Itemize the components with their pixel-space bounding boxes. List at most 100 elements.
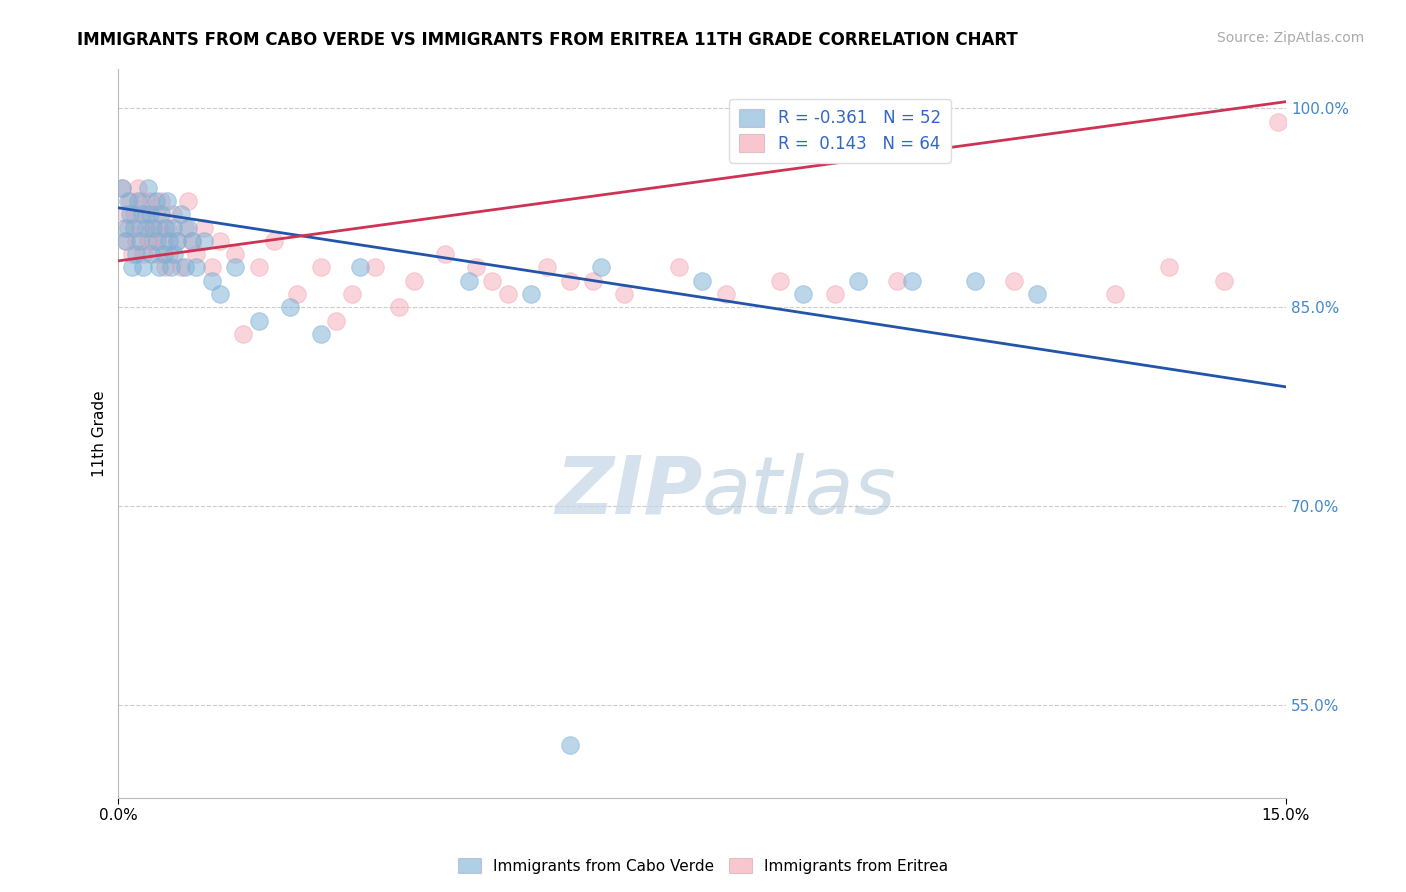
Point — [247, 260, 270, 275]
Point — [138, 194, 160, 209]
Point — [349, 260, 371, 275]
Point — [150, 207, 173, 221]
Point — [115, 207, 138, 221]
Point — [1267, 114, 1289, 128]
Point — [114, 234, 136, 248]
Point — [496, 287, 519, 301]
Text: IMMIGRANTS FROM CABO VERDE VS IMMIGRANTS FROM ERITREA 11TH GRADE CORRELATION CHA: IMMIGRANTS FROM CABO VERDE VS IMMIGRANTS… — [77, 31, 1018, 49]
Point — [886, 274, 908, 288]
Point — [117, 194, 139, 209]
Point — [127, 194, 149, 209]
Point — [124, 247, 146, 261]
Point — [714, 287, 737, 301]
Point — [157, 234, 180, 248]
Point — [173, 260, 195, 275]
Point — [111, 181, 134, 195]
Point — [613, 287, 636, 301]
Point — [201, 260, 224, 275]
Point — [146, 247, 169, 261]
Text: Source: ZipAtlas.com: Source: ZipAtlas.com — [1216, 31, 1364, 45]
Point — [434, 247, 457, 261]
Point — [132, 247, 155, 261]
Point — [129, 234, 152, 248]
Point — [901, 274, 924, 288]
Point — [170, 207, 193, 221]
Point — [340, 287, 363, 301]
Point — [668, 260, 690, 275]
Point — [138, 207, 160, 221]
Point — [177, 194, 200, 209]
Point — [166, 234, 188, 248]
Point — [963, 274, 986, 288]
Point — [135, 207, 157, 221]
Point — [846, 274, 869, 288]
Point — [170, 260, 193, 275]
Point — [142, 234, 165, 248]
Point — [145, 194, 167, 209]
Point — [224, 247, 246, 261]
Point — [122, 220, 145, 235]
Point — [589, 260, 612, 275]
Point — [131, 207, 153, 221]
Point — [156, 220, 179, 235]
Point — [120, 207, 142, 221]
Point — [145, 207, 167, 221]
Point — [124, 234, 146, 248]
Point — [162, 220, 184, 235]
Point — [181, 234, 204, 248]
Point — [150, 194, 173, 209]
Point — [457, 274, 479, 288]
Point — [1212, 274, 1234, 288]
Point — [162, 207, 184, 221]
Point — [558, 274, 581, 288]
Point — [193, 220, 215, 235]
Point — [121, 260, 143, 275]
Point — [131, 194, 153, 209]
Text: atlas: atlas — [702, 452, 897, 531]
Point — [120, 194, 142, 209]
Point — [160, 260, 183, 275]
Point — [404, 274, 426, 288]
Point — [166, 234, 188, 248]
Point — [146, 234, 169, 248]
Point — [792, 287, 814, 301]
Point — [193, 234, 215, 248]
Point — [153, 260, 176, 275]
Point — [136, 181, 159, 195]
Point — [156, 194, 179, 209]
Point — [309, 260, 332, 275]
Point — [153, 220, 176, 235]
Text: ZIP: ZIP — [555, 452, 702, 531]
Point — [127, 181, 149, 195]
Point — [114, 220, 136, 235]
Point — [152, 247, 174, 261]
Point — [1025, 287, 1047, 301]
Legend: Immigrants from Cabo Verde, Immigrants from Eritrea: Immigrants from Cabo Verde, Immigrants f… — [451, 852, 955, 880]
Point — [263, 234, 285, 248]
Point — [201, 274, 224, 288]
Point — [520, 287, 543, 301]
Point — [132, 260, 155, 275]
Point — [278, 300, 301, 314]
Point — [232, 326, 254, 341]
Point — [122, 207, 145, 221]
Point — [115, 234, 138, 248]
Point — [1002, 274, 1025, 288]
Point — [690, 274, 713, 288]
Point — [181, 234, 204, 248]
Y-axis label: 11th Grade: 11th Grade — [93, 390, 107, 476]
Point — [135, 220, 157, 235]
Point — [186, 260, 208, 275]
Legend: R = -0.361   N = 52, R =  0.143   N = 64: R = -0.361 N = 52, R = 0.143 N = 64 — [730, 99, 950, 162]
Point — [1104, 287, 1126, 301]
Point — [287, 287, 309, 301]
Point — [582, 274, 605, 288]
Point — [481, 274, 503, 288]
Point — [157, 247, 180, 261]
Point — [558, 738, 581, 752]
Point — [325, 313, 347, 327]
Point — [364, 260, 387, 275]
Point — [309, 326, 332, 341]
Point — [824, 287, 846, 301]
Point — [1159, 260, 1181, 275]
